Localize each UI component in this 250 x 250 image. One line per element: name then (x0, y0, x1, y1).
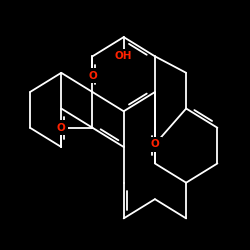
Text: O: O (57, 123, 66, 133)
Text: OH: OH (115, 51, 132, 61)
Text: O: O (88, 70, 97, 81)
Text: O: O (150, 139, 159, 149)
